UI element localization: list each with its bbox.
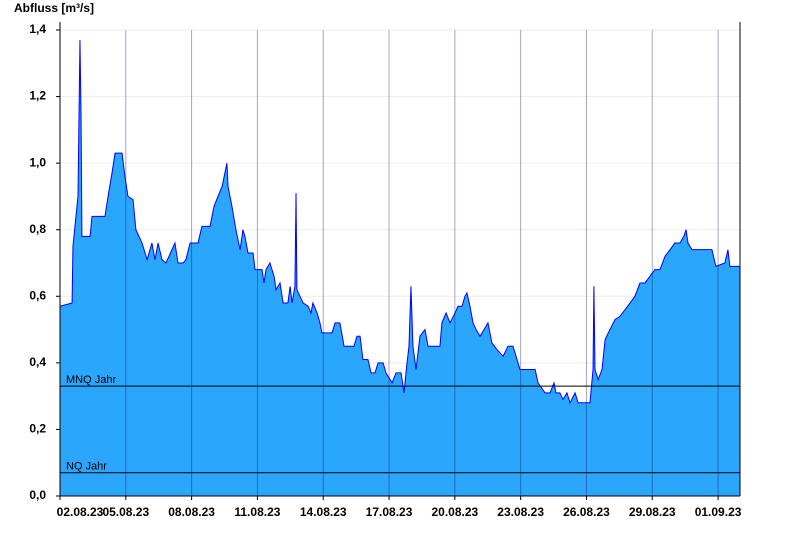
y-tick-label: 1,0 [29,155,46,169]
y-tick-label: 1,4 [29,22,46,36]
reference-label: MNQ Jahr [66,374,116,386]
x-tick-label: 20.08.23 [431,505,478,519]
x-tick-label: 08.08.23 [168,505,215,519]
chart-title: Abfluss [m³/s] [14,1,94,15]
x-tick-label: 14.08.23 [300,505,347,519]
y-tick-label: 0,0 [29,488,46,502]
y-tick-label: 0,6 [29,288,46,302]
y-tick-label: 0,2 [29,422,46,436]
x-tick-label: 29.08.23 [629,505,676,519]
y-tick-label: 1,2 [29,89,46,103]
x-tick-label: 02.08.23 [57,505,104,519]
x-tick-label: 05.08.23 [102,505,149,519]
y-tick-label: 0,8 [29,222,46,236]
y-tick-label: 0,4 [29,355,46,369]
x-tick-label: 17.08.23 [366,505,413,519]
reference-label: NQ Jahr [66,461,107,473]
x-tick-label: 11.08.23 [234,505,280,519]
x-tick-label: 01.09.23 [695,505,742,519]
x-tick-label: 23.08.23 [497,505,544,519]
x-tick-label: 26.08.23 [563,505,610,519]
line [59,39,740,405]
area [60,39,740,496]
